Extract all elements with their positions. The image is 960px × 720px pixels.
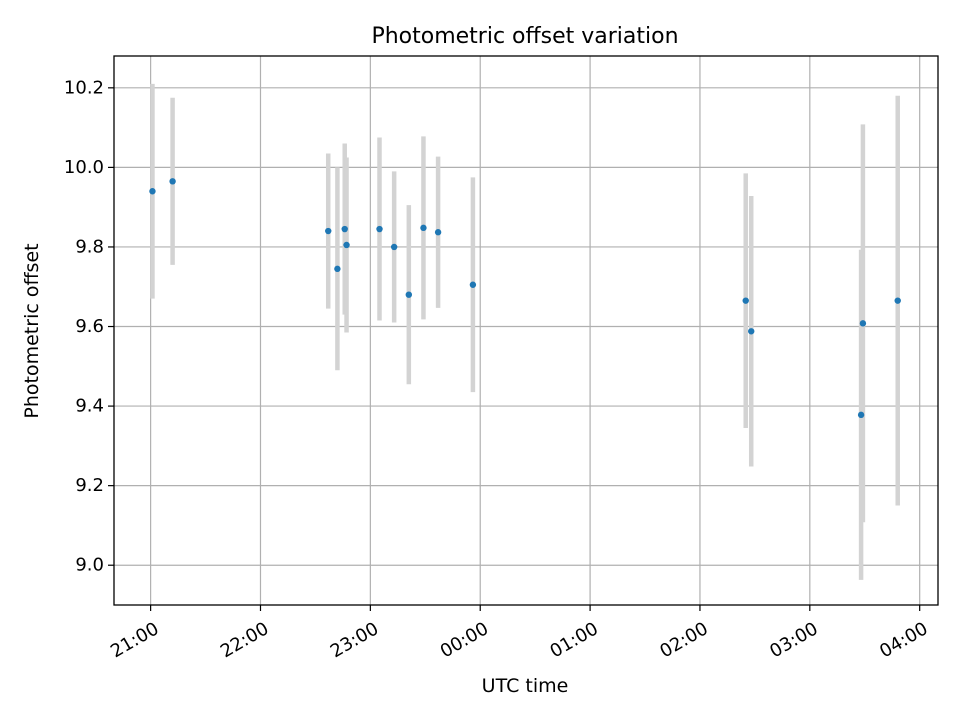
x-tick-label: 02:00	[656, 618, 711, 662]
x-tick-label: 03:00	[766, 618, 821, 662]
grid	[114, 56, 938, 605]
x-tick-label: 21:00	[107, 618, 162, 662]
x-tick-label: 04:00	[876, 618, 931, 662]
x-axis-label: UTC time	[482, 675, 569, 697]
data-point	[169, 178, 176, 185]
data-point	[405, 291, 413, 298]
data-point	[334, 265, 341, 273]
data-point	[434, 229, 442, 236]
y-tick-label: 10.0	[64, 157, 104, 178]
data-point	[894, 297, 901, 304]
data-point	[343, 241, 350, 249]
y-tick-label: 9.2	[75, 475, 104, 496]
data-point	[469, 281, 477, 288]
y-tick-label: 9.6	[75, 316, 104, 337]
data-point	[390, 243, 398, 251]
x-tick-label: 22:00	[217, 618, 272, 662]
data-point	[341, 225, 348, 233]
y-axis-label: Photometric offset	[21, 243, 43, 418]
chart-title: Photometric offset variation	[371, 24, 678, 49]
data-point	[857, 411, 865, 419]
y-tick-label: 10.2	[64, 77, 104, 98]
data-point	[149, 188, 156, 195]
y-tick-label: 9.4	[75, 396, 104, 417]
data-point	[859, 320, 867, 327]
y-tick-label: 9.0	[75, 555, 104, 576]
data-points	[149, 178, 901, 419]
x-tick-label: 23:00	[327, 618, 382, 662]
error-bars	[150, 83, 900, 580]
data-point	[420, 224, 427, 232]
ticks: 21:00 22:00 23:00 00:00 01:00 02:00 03:00 04:00…	[64, 77, 932, 662]
y-tick-label: 9.8	[75, 236, 104, 257]
data-point	[325, 227, 332, 235]
data-point	[376, 225, 383, 233]
data-point	[748, 328, 755, 335]
x-tick-label: 01:00	[547, 618, 602, 662]
data-point	[742, 297, 749, 304]
plot-frame	[113, 55, 939, 606]
x-tick-label: 00:00	[437, 618, 492, 662]
